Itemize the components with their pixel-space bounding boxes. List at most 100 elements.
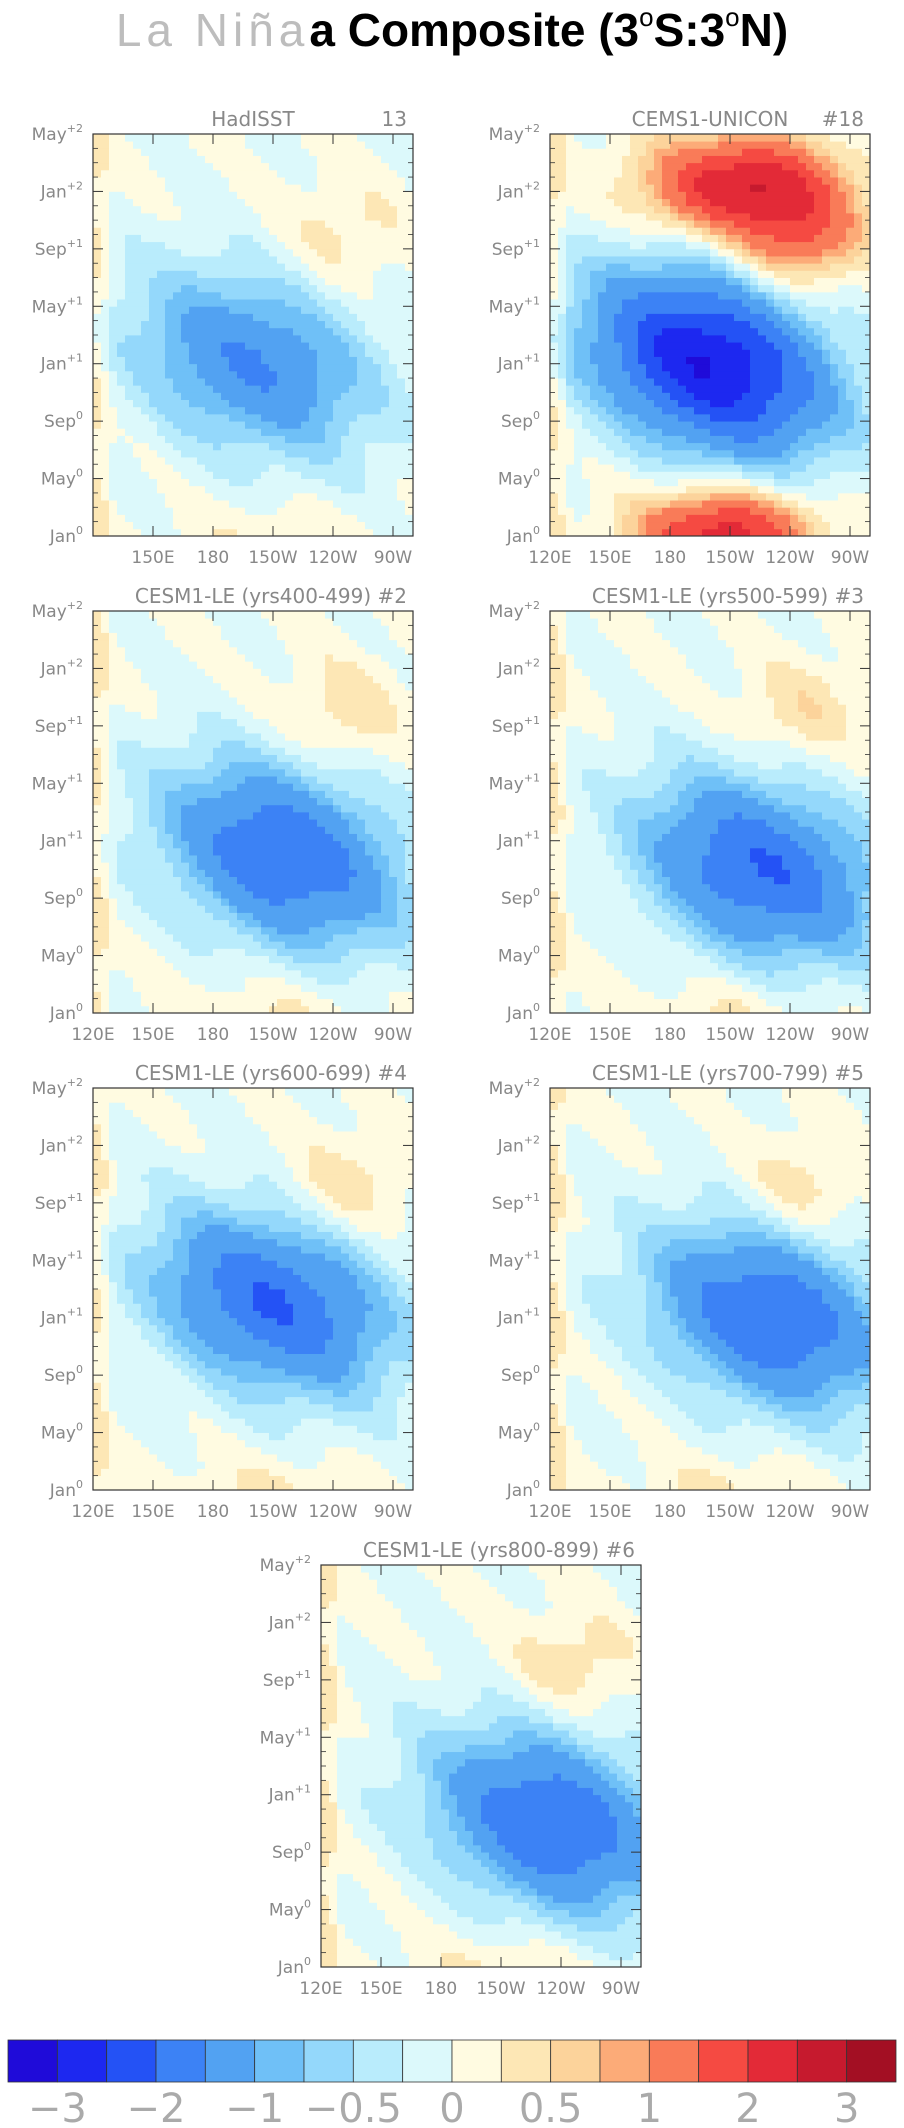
heatmap-cell (157, 421, 166, 429)
heatmap-cell (718, 191, 727, 200)
heatmap-cell (117, 442, 126, 451)
heatmap-cell (814, 241, 823, 250)
heatmap-cell (117, 962, 126, 971)
heatmap-cell (622, 421, 631, 429)
heatmap-cell (614, 335, 623, 343)
heatmap-cell (734, 212, 743, 221)
heatmap-cell (125, 212, 134, 221)
heatmap-cell (550, 291, 559, 300)
heatmap-cell (806, 177, 815, 185)
heatmap-cell (638, 406, 647, 415)
heatmap-cell (678, 514, 687, 523)
heatmap-cell (165, 442, 174, 451)
heatmap-cell (862, 349, 871, 357)
heatmap-cell (245, 421, 254, 429)
heatmap-cell (189, 277, 198, 286)
heatmap-cell (638, 356, 647, 365)
heatmap-cell (245, 363, 254, 372)
heatmap-cell (854, 313, 863, 322)
heatmap-cell (566, 413, 575, 422)
heatmap-cell (149, 320, 158, 329)
heatmap-cell (582, 442, 591, 451)
heatmap-cell (101, 776, 110, 784)
heatmap-cell (197, 500, 206, 508)
y-tick-month: Sep (35, 240, 67, 260)
heatmap-cell (718, 421, 727, 429)
heatmap-cell (838, 306, 847, 314)
heatmap-cell (93, 335, 102, 343)
heatmap-cell (261, 248, 270, 257)
heatmap-cell (125, 747, 134, 755)
heatmap-cell (125, 363, 134, 372)
heatmap-cell (582, 413, 591, 422)
heatmap-cell (742, 234, 751, 243)
heatmap-cell (109, 941, 118, 949)
heatmap-cell (349, 492, 358, 501)
heatmap-cell (798, 392, 807, 401)
heatmap-cell (718, 256, 727, 264)
heatmap-cell (830, 500, 839, 508)
heatmap-cell (838, 320, 847, 329)
heatmap-cell (662, 320, 671, 329)
heatmap-cell (550, 155, 559, 164)
heatmap-cell (325, 327, 334, 336)
heatmap-cell (309, 184, 318, 192)
heatmap-cell (718, 435, 727, 444)
heatmap-cell (718, 277, 727, 286)
heatmap-cell (101, 507, 110, 515)
heatmap-cell (598, 421, 607, 429)
heatmap-cell (133, 435, 142, 444)
heatmap-cell (806, 413, 815, 422)
heatmap-cell (822, 507, 831, 515)
heatmap-cell (750, 464, 759, 472)
heatmap-cell (285, 248, 294, 257)
heatmap-cell (245, 148, 254, 156)
heatmap-cell (710, 406, 719, 415)
heatmap-cell (782, 435, 791, 444)
heatmap-cell (109, 155, 118, 164)
heatmap-cell (790, 406, 799, 415)
heatmap-cell (325, 248, 334, 257)
heatmap-cell (213, 485, 222, 494)
heatmap-cell (149, 184, 158, 192)
heatmap-cell (181, 299, 190, 307)
heatmap-cell (189, 270, 198, 278)
heatmap-cell (333, 313, 342, 322)
heatmap-cell (702, 134, 711, 142)
heatmap-cell (109, 869, 118, 878)
heatmap-cell (854, 478, 863, 487)
heatmap-cell (197, 248, 206, 257)
heatmap-cell (726, 205, 735, 214)
heatmap-cell (678, 528, 687, 537)
heatmap-cell (646, 291, 655, 300)
heatmap-cell (638, 248, 647, 257)
heatmap-cell (646, 277, 655, 286)
heatmap-cell (814, 277, 823, 286)
heatmap-cell (405, 256, 414, 264)
heatmap-cell (774, 212, 783, 221)
heatmap-cell (349, 198, 358, 207)
heatmap-cell (397, 205, 406, 214)
heatmap-cell (590, 227, 599, 235)
x-tick-label: 90W (831, 548, 870, 568)
heatmap-cell (149, 435, 158, 444)
heatmap-cell (598, 521, 607, 530)
heatmap-cell (245, 241, 254, 250)
heatmap-cell (862, 141, 871, 149)
heatmap-cell (838, 155, 847, 164)
heatmap-cell (213, 141, 222, 149)
heatmap-cell (397, 507, 406, 515)
heatmap-cell (550, 212, 559, 221)
heatmap-cell (189, 349, 198, 357)
heatmap-cell (646, 521, 655, 530)
heatmap-cell (686, 406, 695, 415)
heatmap-cell (341, 485, 350, 494)
heatmap-cell (862, 248, 871, 257)
heatmap-cell (285, 277, 294, 286)
heatmap-cell (133, 399, 142, 408)
heatmap-cell (630, 313, 639, 322)
heatmap-cell (149, 370, 158, 379)
heatmap-cell (614, 327, 623, 336)
heatmap-cell (189, 256, 198, 264)
heatmap-cell (574, 392, 583, 401)
